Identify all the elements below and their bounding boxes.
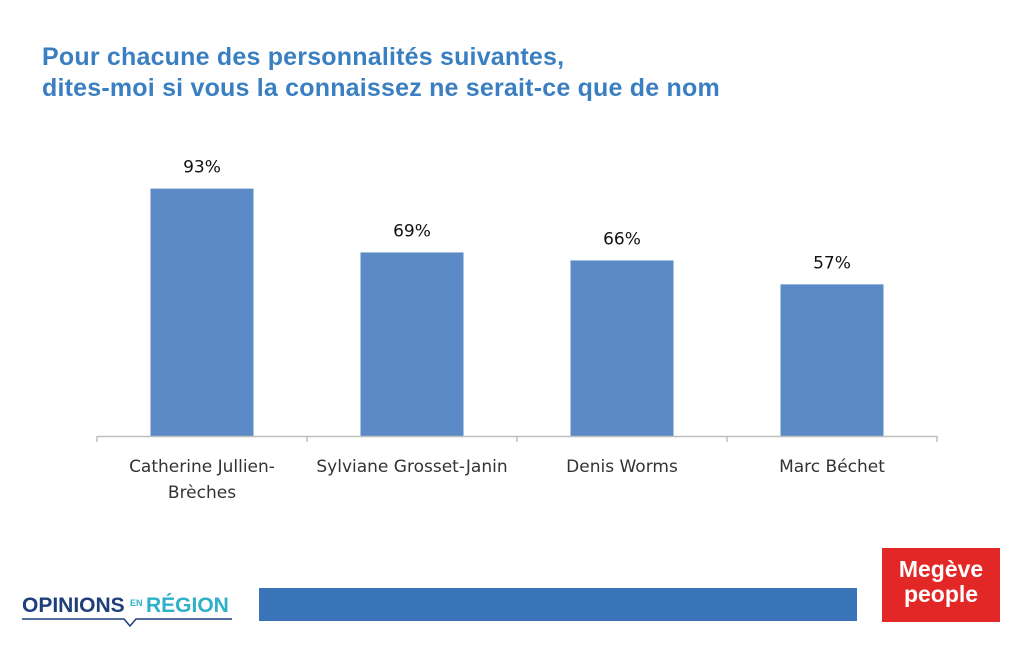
x-axis [96,435,938,442]
labels-group: 93% Catherine Jullien- Brèches 69% Sylviane … [129,158,885,503]
logo-word-opinions: OPINIONS [22,594,125,617]
data-label: 66% [603,229,641,249]
category-label: Catherine Jullien- [129,457,275,477]
megeve-people-logo: Megève people [882,548,1000,622]
logo-line-2: people [903,581,979,607]
data-label: 69% [393,221,431,241]
bar [360,252,464,436]
speech-bubble-underline-icon [22,618,232,628]
chart-title: Pour chacune des personnalités suivantes… [42,42,942,104]
footer-bar [259,588,857,621]
logo-word-region: RÉGION [146,594,229,617]
category-label: Marc Béchet [779,457,885,477]
opinions-en-region-logo: OPINIONS EN RÉGION [22,586,237,630]
data-label: 57% [813,253,851,273]
category-label: Brèches [168,483,236,503]
bar [150,188,254,436]
logo-word-en: EN [130,598,143,608]
logo-line-1: Megève [898,556,984,582]
bar [780,284,884,436]
title-line-1: Pour chacune des personnalités suivantes… [42,43,565,71]
category-label: Sylviane Grosset-Janin [316,457,507,477]
data-label: 93% [183,158,221,178]
bar [570,260,674,436]
category-label: Denis Worms [566,457,678,477]
bars-group [150,188,884,436]
title-line-2: dites-moi si vous la connaissez ne serai… [42,74,720,102]
bar-chart: 93% Catherine Jullien- Brèches 69% Sylviane … [96,158,938,503]
